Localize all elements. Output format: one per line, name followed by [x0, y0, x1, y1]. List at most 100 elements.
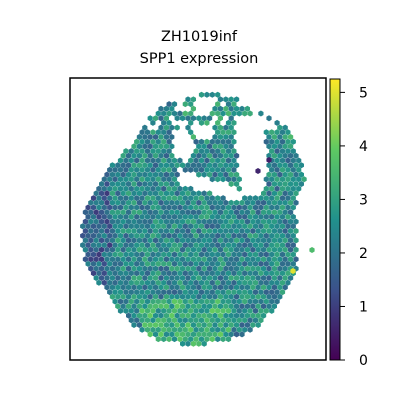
spot-124 — [215, 138, 221, 145]
spot-256 — [288, 162, 294, 169]
spot-738 — [96, 232, 102, 239]
spot-95 — [285, 129, 291, 136]
spot-477 — [185, 199, 191, 206]
spot-1037 — [217, 265, 223, 272]
spot-1068 — [177, 270, 183, 277]
spot-1201 — [128, 289, 134, 296]
spot-126 — [225, 138, 232, 145]
spot-999 — [220, 260, 226, 267]
spot-559 — [201, 209, 207, 216]
spot-318 — [107, 176, 113, 183]
spot-565 — [234, 209, 240, 216]
spot-593 — [177, 213, 183, 220]
spot-1388 — [182, 317, 188, 324]
spot-462 — [104, 199, 110, 206]
spot-1462 — [223, 331, 229, 338]
spot-578 — [96, 213, 102, 220]
spot-974 — [85, 260, 91, 267]
spot-325 — [144, 176, 151, 183]
spot-245 — [201, 162, 207, 169]
spot-648 — [261, 218, 267, 225]
spot-1297 — [136, 303, 142, 310]
spot-567 — [244, 209, 250, 216]
spot-1044 — [255, 265, 261, 272]
spot-1074 — [209, 270, 215, 277]
spot-622 — [120, 218, 126, 225]
spot-145 — [212, 143, 218, 150]
spot-189 — [207, 152, 213, 159]
spot-121 — [198, 138, 205, 145]
spot-202 — [123, 157, 129, 164]
spot-367 — [293, 181, 299, 187]
spot-943 — [131, 256, 137, 263]
spot-990 — [171, 260, 178, 267]
spot-1478 — [220, 336, 226, 343]
spot-1448 — [147, 331, 153, 338]
spot-1171 — [147, 284, 153, 291]
spot-1288 — [252, 298, 259, 305]
spot-14 — [215, 101, 221, 108]
spot-637 — [201, 218, 207, 225]
spot-711 — [169, 228, 175, 234]
spot-750 — [161, 232, 167, 239]
spot-479 — [196, 199, 202, 206]
spot-947 — [153, 256, 159, 263]
spot-4 — [185, 96, 191, 103]
spot-422 — [288, 190, 294, 197]
spot-813 — [288, 237, 294, 244]
spot-389 — [269, 185, 275, 192]
spot-1075 — [215, 270, 221, 277]
spot-1280 — [209, 298, 215, 305]
spot-1383 — [155, 317, 161, 324]
spot-626 — [142, 218, 148, 225]
spot-66 — [231, 119, 237, 126]
spot-1361 — [174, 312, 180, 319]
spot-868 — [153, 246, 159, 253]
spot-973 — [293, 256, 299, 263]
spot-608 — [258, 213, 264, 220]
spot-1167 — [126, 284, 132, 291]
spot-958 — [212, 256, 218, 263]
spot-601 — [220, 213, 226, 220]
spot-1218 — [220, 289, 226, 296]
spot-480 — [201, 199, 207, 206]
spot-509 — [144, 204, 151, 211]
spot-373 — [117, 185, 124, 192]
spot-313 — [282, 171, 288, 178]
spot-235 — [147, 162, 153, 169]
spot-layer — [80, 91, 315, 347]
spot-1120 — [255, 275, 261, 281]
spot-362 — [266, 181, 272, 187]
spot-1355 — [142, 312, 148, 319]
spot-833 — [177, 242, 183, 249]
spot-1427 — [139, 326, 145, 333]
spot-397 — [104, 190, 110, 197]
spot-209 — [161, 157, 167, 164]
spot-1267 — [139, 298, 145, 305]
spot-674 — [182, 223, 188, 230]
spot-1247 — [201, 293, 207, 300]
spot-1358 — [158, 312, 164, 319]
spot-1477 — [215, 336, 221, 343]
spot-1155 — [247, 279, 253, 286]
spot-620 — [109, 218, 115, 225]
spot-1152 — [231, 279, 237, 286]
spot-2 — [209, 91, 215, 98]
spot-1135 — [139, 279, 145, 286]
spot-802 — [228, 237, 234, 244]
spot-1249 — [212, 293, 218, 300]
spot-1045 — [261, 265, 267, 272]
spot-858 — [99, 246, 105, 253]
spot-746 — [139, 232, 145, 239]
spot-1343 — [225, 307, 232, 314]
spot-1225 — [258, 289, 264, 296]
spot-561 — [212, 209, 218, 216]
spot-725 — [244, 228, 250, 234]
spot-989 — [166, 260, 172, 267]
spot-377 — [139, 185, 145, 192]
spot-305 — [212, 171, 218, 178]
spot-621 — [115, 218, 121, 225]
spot-1319 — [255, 303, 261, 310]
spot-682 — [225, 223, 232, 230]
spot-579 — [101, 213, 107, 220]
